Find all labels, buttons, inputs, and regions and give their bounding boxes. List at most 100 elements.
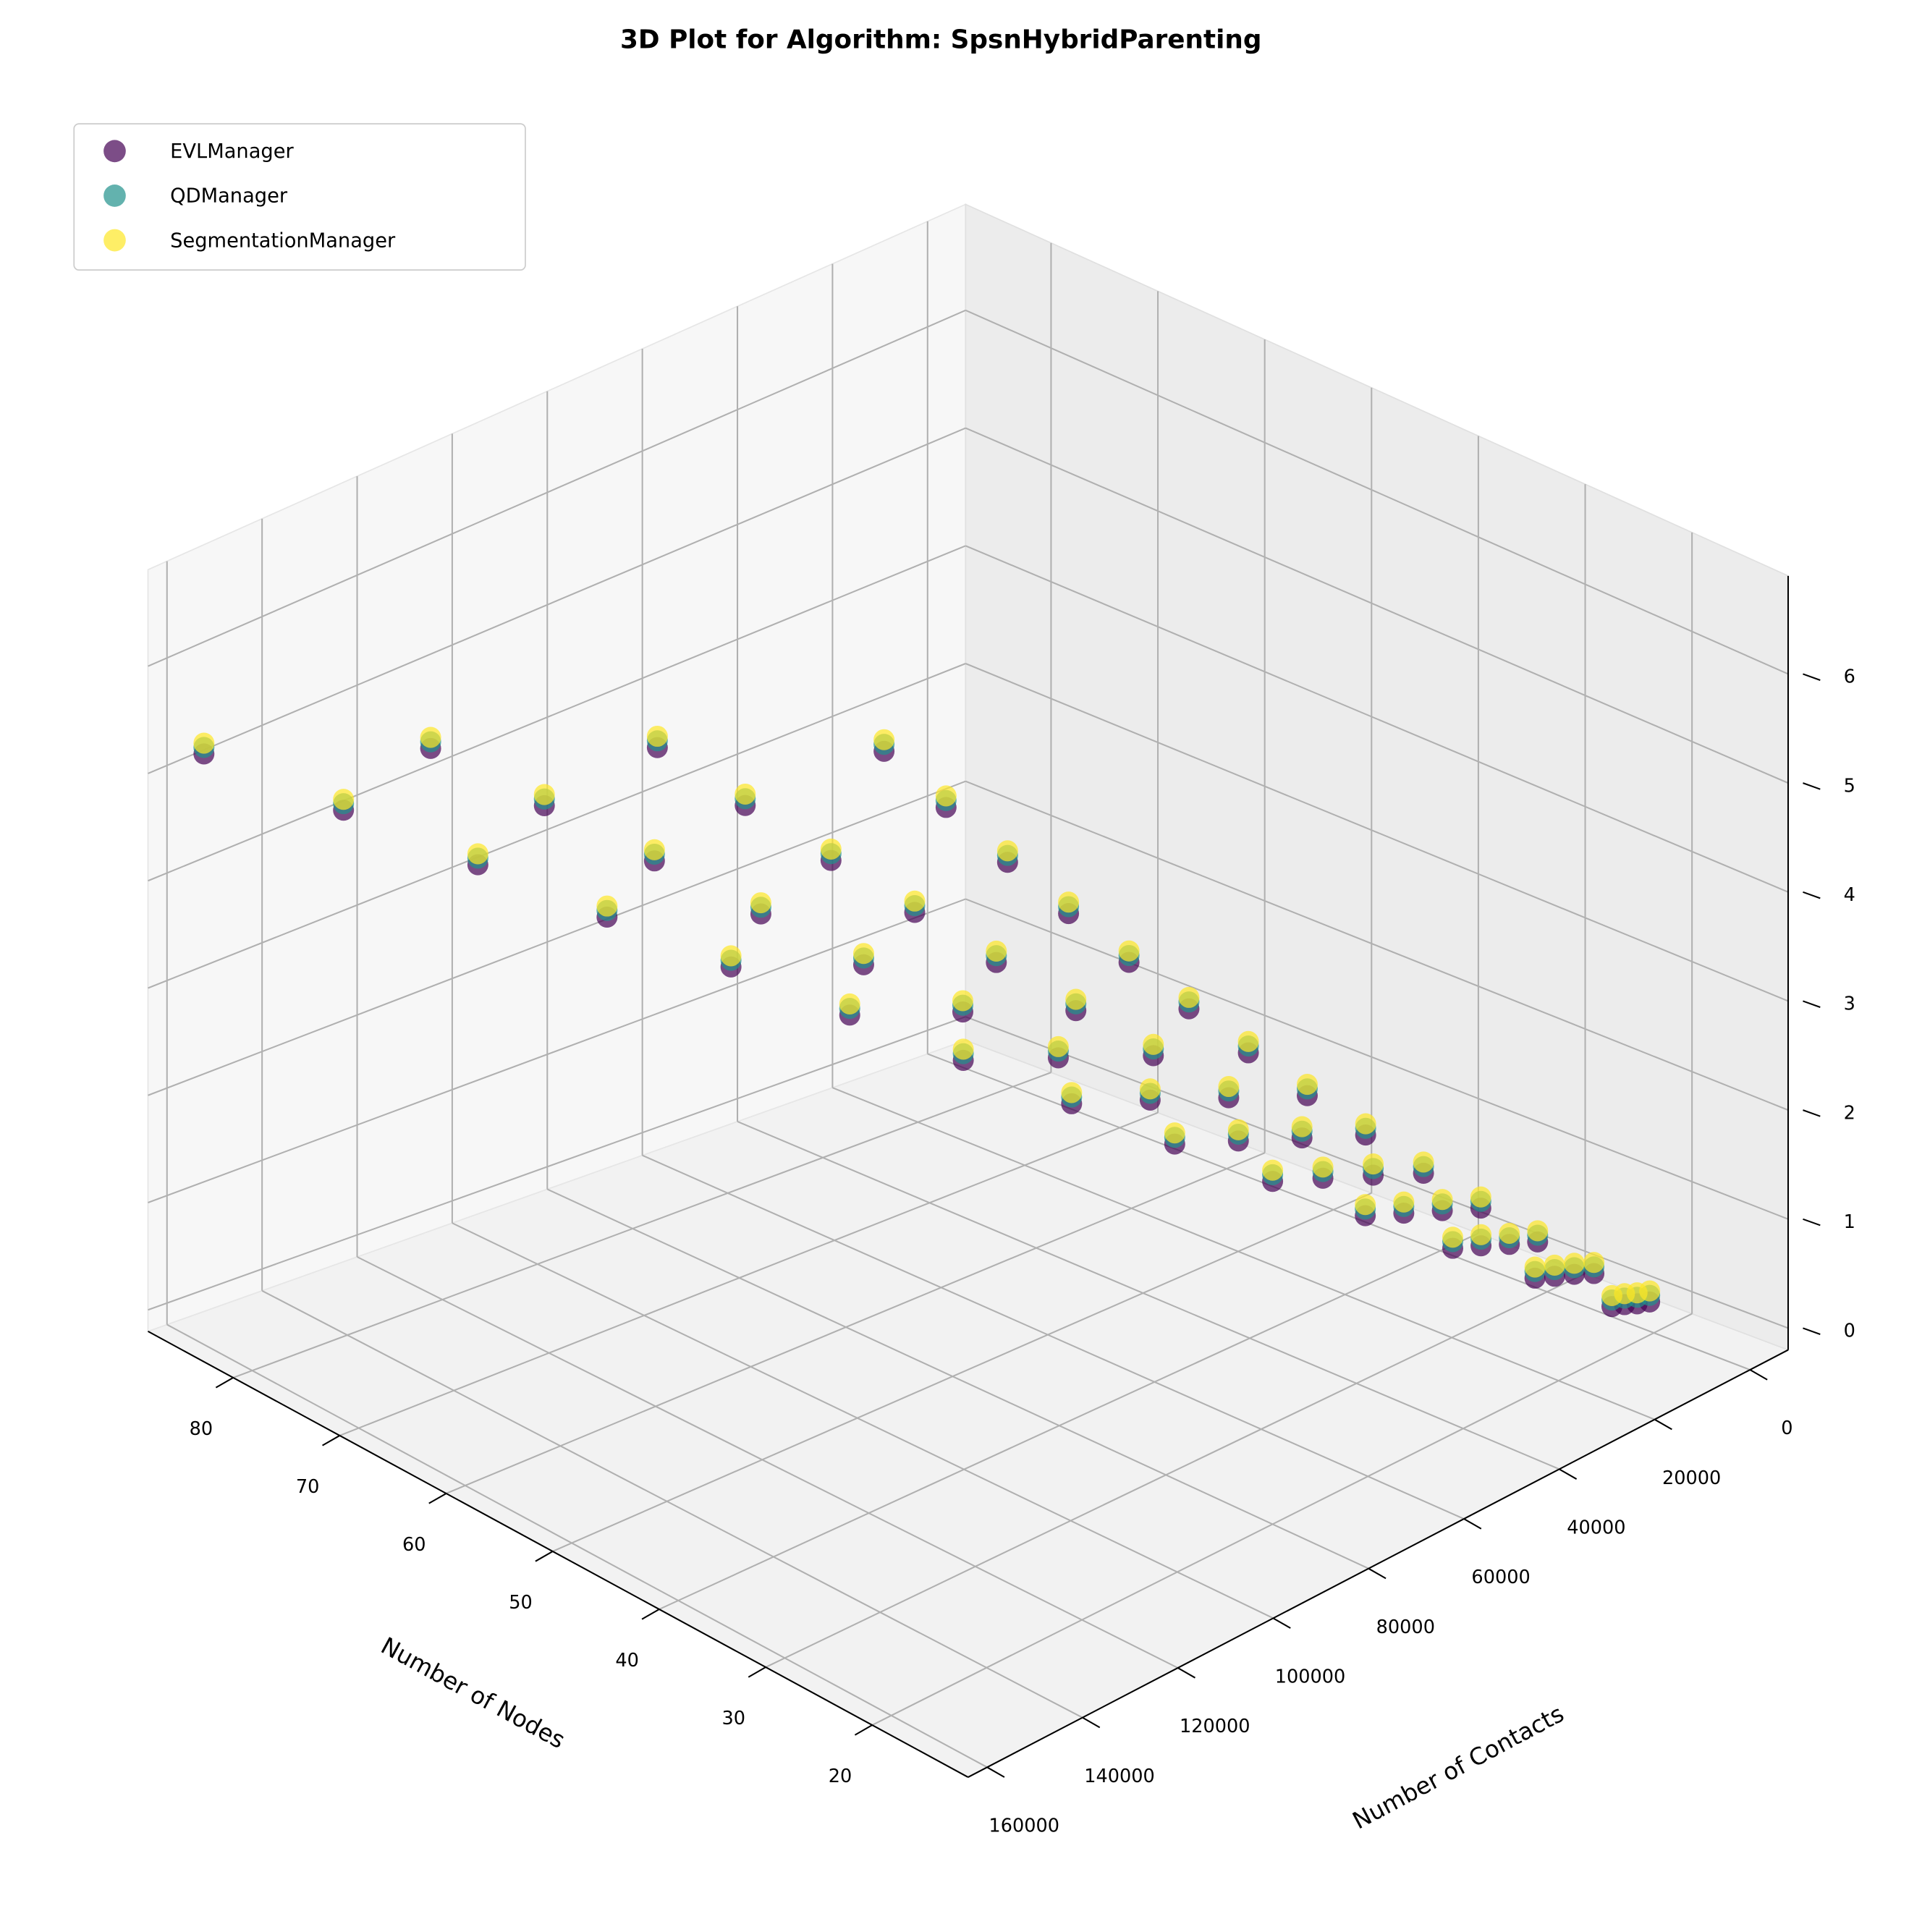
data-point	[1583, 1252, 1605, 1274]
x-tick-label: 80	[190, 1418, 213, 1440]
axis-line	[148, 1331, 969, 1778]
tick-mark	[1803, 1218, 1821, 1226]
x-axis-label: Number of Nodes	[376, 1632, 570, 1754]
tick-mark	[748, 1666, 766, 1678]
data-point	[986, 940, 1007, 962]
x-tick-label: 50	[509, 1592, 533, 1614]
grid-line	[452, 1222, 1274, 1619]
tick-mark	[1654, 1418, 1672, 1431]
data-point	[1296, 1074, 1318, 1096]
y-tick-label: 40000	[1567, 1517, 1625, 1538]
y-tick-label: 140000	[1084, 1766, 1155, 1787]
data-point	[1544, 1254, 1565, 1276]
z-tick-label: 2	[1844, 1102, 1855, 1124]
legend-marker	[103, 229, 126, 252]
grid-line	[148, 427, 966, 774]
grid-line	[965, 780, 1789, 1111]
data-point	[1470, 1224, 1492, 1245]
data-point	[820, 838, 842, 860]
data-point	[467, 843, 488, 865]
data-point	[1291, 1116, 1313, 1137]
grid-line	[642, 1154, 1465, 1520]
z-tick-label: 4	[1844, 884, 1855, 906]
data-point	[750, 892, 771, 914]
x-tick-label: 60	[402, 1534, 426, 1556]
data-point	[1524, 1256, 1546, 1278]
tick-mark	[854, 1724, 873, 1736]
data-point	[904, 890, 926, 912]
grid-line	[552, 1192, 1372, 1552]
legend-box	[73, 123, 526, 271]
tick-mark	[215, 1377, 234, 1389]
data-point	[1164, 1122, 1185, 1144]
grid-line	[965, 545, 1789, 893]
x-tick-label: 20	[829, 1766, 852, 1787]
data-point	[1065, 988, 1087, 1010]
grid-line	[765, 1273, 1586, 1668]
data-point	[1442, 1226, 1463, 1248]
data-point	[1312, 1156, 1334, 1178]
y-tick-label: 0	[1781, 1418, 1792, 1439]
tick-mark	[1803, 1109, 1821, 1117]
z-tick-label: 6	[1844, 666, 1855, 688]
data-point	[839, 993, 860, 1014]
data-point	[735, 783, 756, 805]
data-point	[1499, 1222, 1520, 1244]
data-point	[1431, 1189, 1453, 1211]
data-point	[952, 990, 973, 1012]
chart-title: 3D Plot for Algorithm: SpsnHybridParenti…	[620, 25, 1261, 54]
tick-mark	[1559, 1468, 1578, 1480]
data-point	[1227, 1119, 1249, 1140]
grid-line	[339, 1111, 1159, 1436]
data-point	[952, 1038, 974, 1060]
y-tick-label: 160000	[989, 1815, 1059, 1836]
data-point	[1047, 1035, 1069, 1057]
tick-mark	[1803, 673, 1821, 681]
y-tick-label: 120000	[1180, 1716, 1250, 1737]
legend-marker	[103, 140, 126, 163]
grid-line	[148, 780, 966, 1096]
y-tick-label: 60000	[1471, 1567, 1530, 1588]
y-tick-label: 20000	[1662, 1467, 1721, 1489]
tick-mark	[1803, 1327, 1821, 1335]
z-tick-label: 1	[1844, 1211, 1855, 1233]
data-point	[1237, 1030, 1259, 1052]
y-tick-label: 100000	[1275, 1666, 1346, 1687]
tick-mark	[1272, 1617, 1291, 1629]
data-point	[1470, 1186, 1491, 1208]
data-point	[935, 785, 957, 807]
data-point	[193, 732, 215, 754]
grid-line	[965, 427, 1789, 784]
tick-mark	[322, 1435, 340, 1446]
grid-line	[871, 1313, 1693, 1726]
data-point	[333, 789, 355, 810]
data-point	[1118, 940, 1140, 962]
data-point	[720, 945, 742, 967]
grid-line	[148, 663, 966, 989]
x-tick-label: 30	[722, 1708, 746, 1729]
z-tick-label: 5	[1844, 775, 1855, 797]
data-point	[1393, 1191, 1415, 1213]
grid-line	[148, 309, 966, 667]
data-point	[1061, 1082, 1083, 1103]
grid-line	[965, 309, 1789, 675]
data-point	[852, 943, 874, 965]
tick-mark	[1463, 1518, 1482, 1530]
legend-label: SegmentationManager	[170, 229, 396, 252]
z-tick-label: 0	[1844, 1321, 1855, 1342]
data-point	[1139, 1078, 1161, 1100]
data-point	[533, 784, 555, 805]
grid-line	[965, 663, 1789, 1002]
data-point	[646, 725, 668, 747]
legend-marker	[103, 185, 126, 207]
y-axis-label: Number of Contacts	[1348, 1700, 1568, 1835]
tick-mark	[535, 1551, 554, 1562]
grid-line	[965, 898, 1789, 1220]
tick-mark	[986, 1766, 1005, 1778]
tick-mark	[1082, 1716, 1101, 1729]
x-tick-label: 70	[296, 1476, 320, 1498]
data-point	[1355, 1113, 1376, 1135]
grid-line	[148, 898, 966, 1203]
